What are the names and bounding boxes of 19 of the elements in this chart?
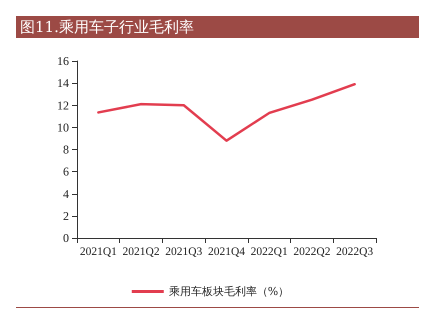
x-tick-label: 2021Q1 bbox=[80, 246, 118, 258]
x-tick-label: 2021Q3 bbox=[165, 246, 203, 258]
legend-label: 乘用车板块毛利率（%） bbox=[168, 285, 290, 298]
y-tick-label: 2 bbox=[63, 208, 69, 223]
y-tick-label: 12 bbox=[57, 98, 69, 112]
x-tick-label: 2022Q3 bbox=[336, 246, 374, 258]
x-tick-label: 2021Q2 bbox=[122, 246, 160, 258]
chart-title: 图11.乘用车子行业毛利率 bbox=[16, 16, 419, 38]
y-tick-label: 10 bbox=[57, 120, 69, 134]
y-tick-label: 8 bbox=[63, 142, 69, 156]
y-tick-label: 6 bbox=[63, 164, 69, 179]
line-series bbox=[97, 82, 356, 142]
y-tick-label: 4 bbox=[63, 186, 69, 201]
x-tick-label: 2022Q1 bbox=[250, 246, 288, 258]
x-tick-label: 2021Q4 bbox=[208, 246, 246, 258]
y-tick-label: 16 bbox=[57, 54, 69, 68]
x-tick-label: 2022Q2 bbox=[293, 246, 331, 258]
y-tick-label: 0 bbox=[63, 231, 69, 245]
y-tick-label: 14 bbox=[57, 76, 69, 90]
